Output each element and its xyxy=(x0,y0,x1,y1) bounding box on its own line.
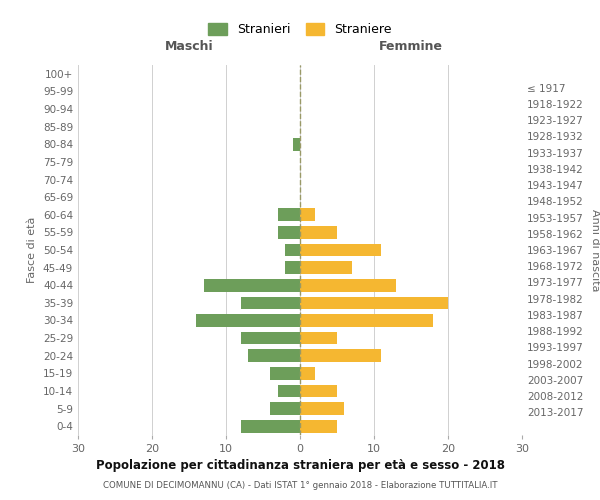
Bar xyxy=(196,314,300,327)
Y-axis label: Fasce di età: Fasce di età xyxy=(28,217,37,283)
Bar xyxy=(204,279,300,291)
Bar xyxy=(300,226,337,238)
Y-axis label: Anni di nascita: Anni di nascita xyxy=(590,209,600,291)
Bar xyxy=(271,402,300,415)
Bar xyxy=(300,279,396,291)
Bar xyxy=(278,226,300,238)
Bar xyxy=(300,384,337,398)
Bar xyxy=(300,262,352,274)
Text: COMUNE DI DECIMOMANNU (CA) - Dati ISTAT 1° gennaio 2018 - Elaborazione TUTTITALI: COMUNE DI DECIMOMANNU (CA) - Dati ISTAT … xyxy=(103,481,497,490)
Bar xyxy=(271,367,300,380)
Text: Popolazione per cittadinanza straniera per età e sesso - 2018: Popolazione per cittadinanza straniera p… xyxy=(95,460,505,472)
Bar xyxy=(300,296,448,309)
Bar xyxy=(300,332,337,344)
Bar xyxy=(278,208,300,221)
Legend: Stranieri, Straniere: Stranieri, Straniere xyxy=(205,20,395,40)
Bar xyxy=(300,350,382,362)
Bar xyxy=(241,332,300,344)
Bar xyxy=(248,350,300,362)
Bar xyxy=(300,367,315,380)
Bar xyxy=(241,420,300,432)
Text: Femmine: Femmine xyxy=(379,40,443,52)
Bar xyxy=(300,420,337,432)
Bar xyxy=(300,402,344,415)
Bar xyxy=(285,244,300,256)
Bar xyxy=(241,296,300,309)
Bar xyxy=(300,244,382,256)
Bar xyxy=(300,208,315,221)
Bar xyxy=(278,384,300,398)
Bar xyxy=(293,138,300,150)
Text: Maschi: Maschi xyxy=(164,40,214,52)
Bar xyxy=(285,262,300,274)
Bar xyxy=(300,314,433,327)
